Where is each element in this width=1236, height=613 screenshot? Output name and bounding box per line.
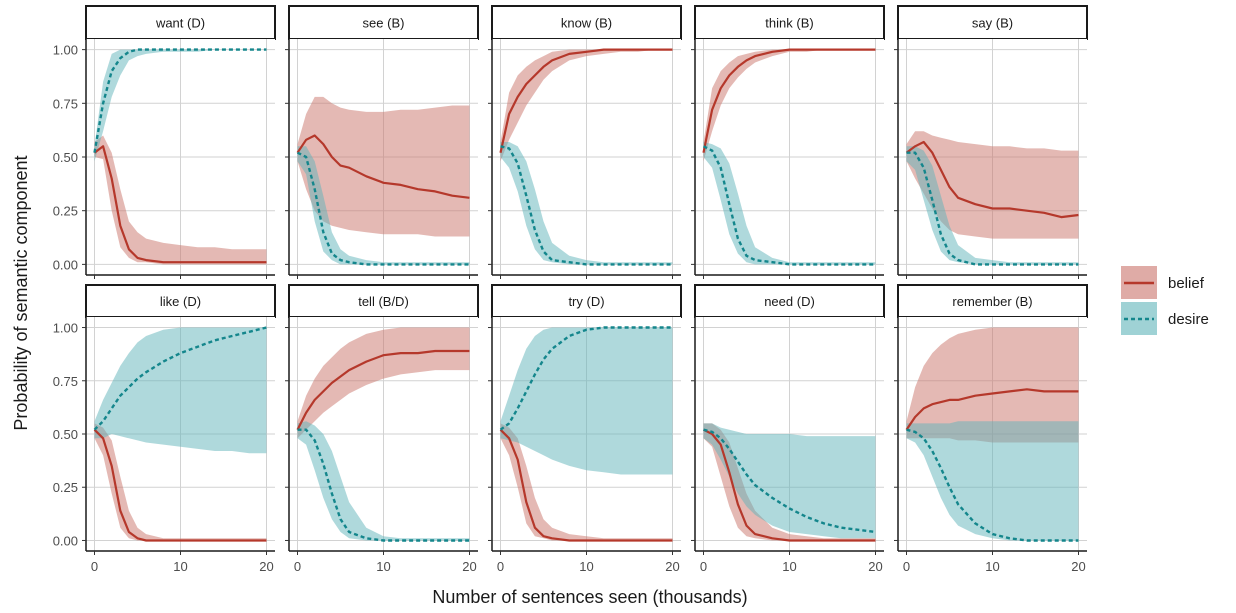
x-tick-label: 0: [294, 559, 301, 574]
facet-title: remember (B): [952, 294, 1032, 309]
facet-title: like (D): [160, 294, 201, 309]
x-tick-label: 20: [868, 559, 882, 574]
y-tick-label: 0.00: [53, 257, 78, 272]
desire-line: [703, 428, 876, 534]
belief-line: [296, 349, 470, 431]
legend-label: desire: [1168, 311, 1209, 328]
y-tick-label: 0.25: [53, 204, 78, 219]
facet-strip: [288, 5, 479, 40]
belief-line: [703, 428, 876, 542]
x-tick-label: 20: [259, 559, 273, 574]
x-tick-label: 10: [376, 559, 390, 574]
belief-line: [702, 48, 876, 153]
legend-label: belief: [1168, 275, 1205, 292]
desire-band: [94, 49, 267, 162]
belief-line: [296, 134, 470, 199]
desire-band: [906, 421, 1079, 541]
desire-line: [93, 326, 267, 431]
desire-line: [499, 326, 673, 431]
y-tick-label: 0.00: [53, 533, 78, 548]
desire-line: [906, 151, 1079, 266]
x-tick-label: 0: [91, 559, 98, 574]
belief-line: [905, 140, 1079, 219]
facet-panel: try (D) 0 10 20: [488, 284, 682, 574]
facet-panel: think (B): [691, 5, 885, 279]
legend-item-belief: belief: [1121, 266, 1205, 299]
y-tick-label: 0.25: [53, 480, 78, 495]
belief-band: [906, 327, 1079, 443]
desire-band: [703, 142, 876, 265]
facet-panel: remember (B) 0 10 20: [894, 284, 1088, 574]
desire-line: [296, 151, 470, 266]
y-tick-label: 0.50: [53, 427, 78, 442]
facet-strip: [491, 5, 682, 40]
desire-band: [500, 327, 673, 475]
facet-title: need (D): [764, 294, 815, 309]
facet-title: want (D): [155, 16, 205, 31]
belief-line: [499, 48, 673, 153]
belief-band: [297, 327, 470, 439]
x-tick-label: 20: [462, 559, 476, 574]
facet-strip: [694, 5, 885, 40]
facet-panel: want (D) 0.00 0.25 0.50 0.75 1.00: [53, 5, 276, 279]
belief-line: [499, 428, 673, 542]
x-tick-label: 0: [700, 559, 707, 574]
y-tick-label: 0.50: [53, 150, 78, 165]
belief-band: [703, 423, 876, 541]
belief-line: [93, 145, 267, 264]
y-tick-label: 1.00: [53, 321, 78, 336]
y-tick-label: 1.00: [53, 43, 78, 58]
facet-strip: [85, 5, 276, 40]
belief-band: [297, 96, 470, 237]
facet-panel: need (D) 0 10 20: [691, 284, 885, 574]
facet-title: know (B): [561, 16, 612, 31]
x-tick-label: 0: [497, 559, 504, 574]
x-tick-label: 10: [985, 559, 999, 574]
desire-band: [297, 421, 470, 541]
x-tick-label: 10: [782, 559, 796, 574]
facet-strip: [694, 284, 885, 318]
x-tick-label: 0: [903, 559, 910, 574]
facet-title: think (B): [765, 16, 813, 31]
desire-band: [906, 146, 1079, 265]
y-tick-label: 0.75: [53, 374, 78, 389]
belief-band: [94, 135, 267, 265]
facet-title: say (B): [972, 16, 1013, 31]
desire-line: [297, 428, 470, 542]
desire-band: [703, 423, 876, 539]
facet-panel: know (B): [488, 5, 682, 279]
belief-line: [93, 428, 267, 542]
facet-panel: tell (B/D) 0 10 20: [285, 284, 479, 574]
desire-band: [500, 142, 673, 265]
panels: want (D) 0.00 0.25 0.50 0.75 1.00 see (B) know …: [53, 5, 1088, 574]
facet-title: see (B): [363, 16, 405, 31]
x-tick-label: 20: [665, 559, 679, 574]
y-tick-label: 0.75: [53, 96, 78, 111]
facet-title: tell (B/D): [358, 294, 409, 309]
desire-band: [94, 327, 267, 454]
x-tick-label: 10: [579, 559, 593, 574]
facet-panel: like (D) 0.00 0.25 0.50 0.75 1.00 0 10 20: [53, 284, 276, 574]
desire-line: [500, 145, 673, 266]
x-axis-title: Number of sentences seen (thousands): [432, 587, 747, 607]
x-tick-label: 20: [1071, 559, 1085, 574]
y-axis-title: Probability of semantic component: [11, 155, 31, 430]
facet-title: try (D): [568, 294, 604, 309]
legend-item-desire: desire: [1121, 302, 1209, 335]
desire-line: [93, 48, 267, 153]
desire-line: [702, 145, 876, 266]
belief-line: [905, 388, 1079, 431]
legend: belief desire: [1121, 266, 1209, 335]
facet-panel: see (B): [285, 5, 479, 279]
facet-panel: say (B): [894, 5, 1088, 279]
belief-band: [500, 49, 673, 162]
x-tick-label: 10: [173, 559, 187, 574]
desire-line: [906, 428, 1079, 542]
